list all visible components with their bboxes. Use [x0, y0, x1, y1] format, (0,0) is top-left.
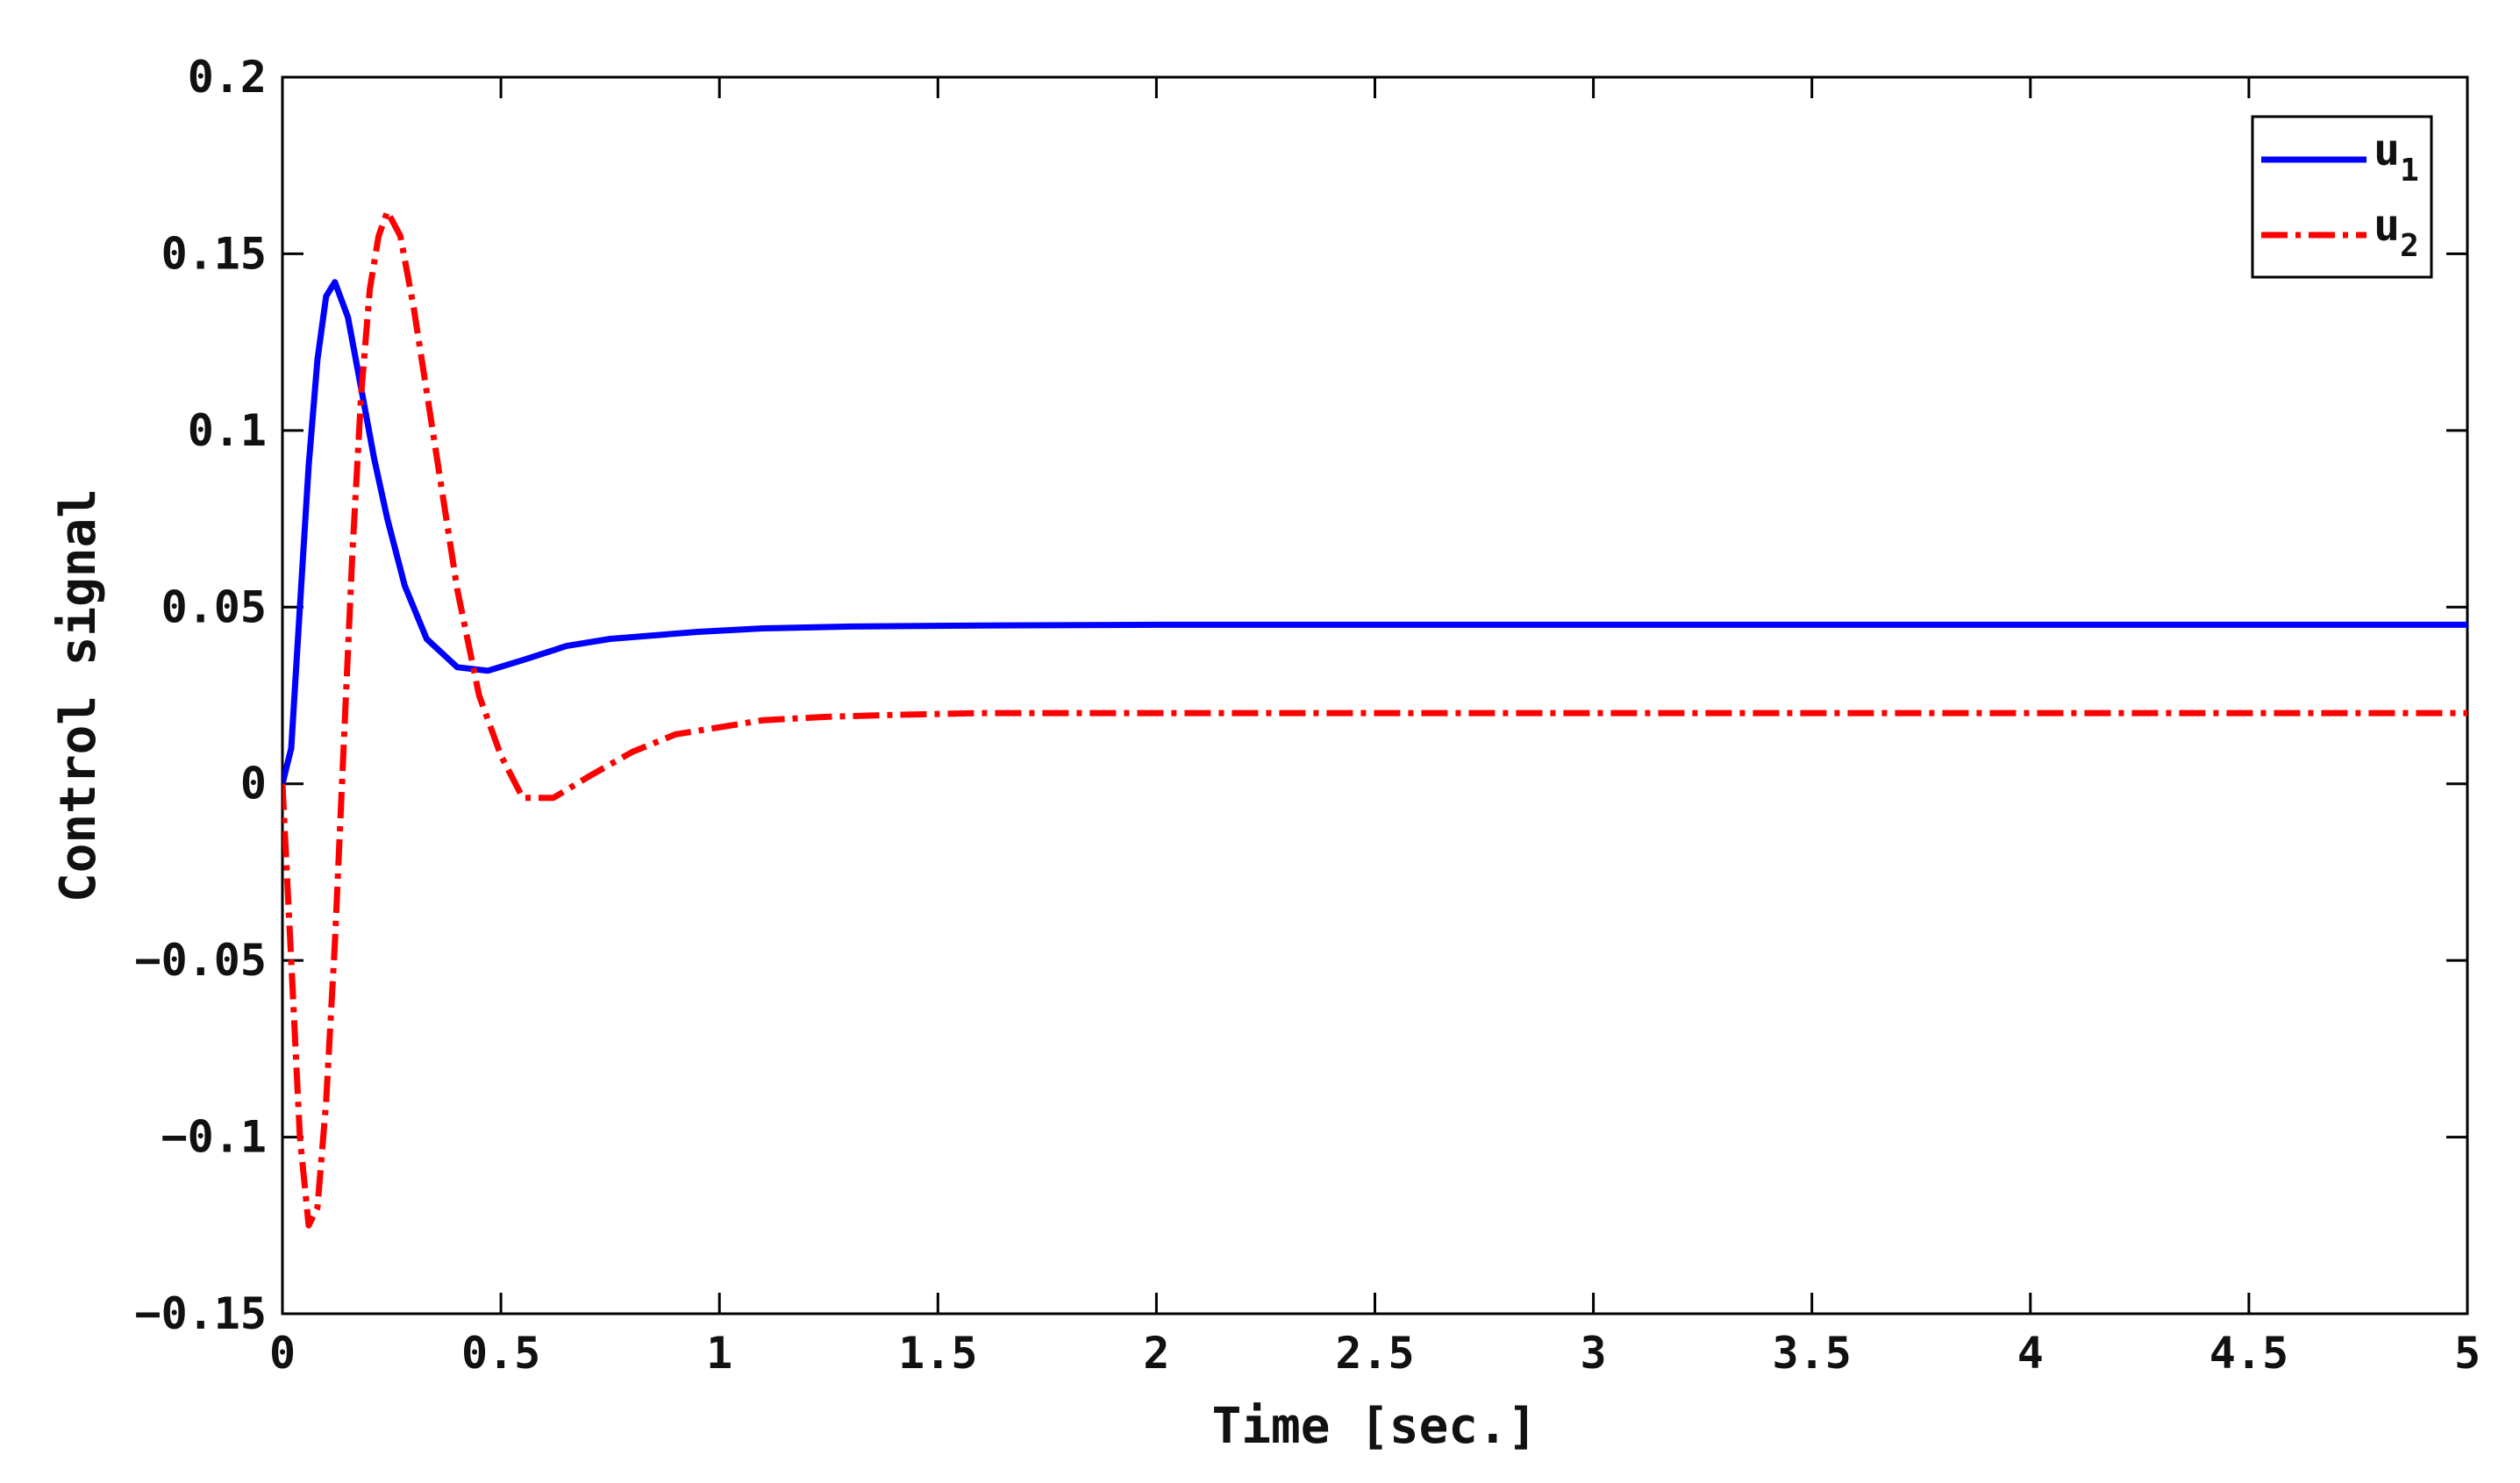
x-tick-label: 4.5 — [2209, 1328, 2288, 1379]
x-tick-label: 2.5 — [1335, 1328, 1414, 1379]
y-tick-label: −0.1 — [161, 1112, 267, 1163]
axis-ticks — [281, 75, 2469, 1315]
legend: u1 u2 — [2251, 115, 2433, 279]
y-tick-label: 0.05 — [161, 581, 267, 632]
y-tick-label: 0.2 — [188, 52, 267, 103]
y-tick-label: −0.05 — [134, 935, 267, 986]
legend-label-u1: u1 — [2374, 125, 2419, 189]
x-tick-label: 0 — [269, 1328, 296, 1379]
x-tick-label: 3 — [1581, 1328, 1607, 1379]
y-tick-label: −0.15 — [134, 1288, 267, 1339]
x-tick-label: 2 — [1143, 1328, 1169, 1379]
x-tick-label: 1 — [706, 1328, 732, 1379]
y-axis-label: Control signal — [50, 488, 107, 902]
y-tick-label: 0.15 — [161, 228, 267, 279]
x-tick-label: 3.5 — [1773, 1328, 1852, 1379]
legend-label-u2: u2 — [2374, 200, 2419, 264]
x-tick-label: 1.5 — [898, 1328, 977, 1379]
y-tick-label: 0.1 — [188, 405, 267, 456]
legend-box — [2251, 115, 2433, 279]
series-line-u2 — [282, 208, 2467, 1229]
x-tick-label: 5 — [2454, 1328, 2481, 1379]
series-lines — [282, 208, 2467, 1229]
x-tick-label: 0.5 — [461, 1328, 540, 1379]
series-line-u1 — [282, 279, 2467, 785]
x-axis-label: Time [sec.] — [1212, 1398, 1538, 1455]
y-tick-label: 0 — [240, 759, 267, 809]
tick-labels: 0 0.5 1 1.5 2 2.5 3 3.5 4 4.5 5 −0.15 −0.1 −0.05 0 0.05… — [134, 52, 2481, 1379]
plot-frame — [281, 75, 2469, 1315]
x-tick-label: 4 — [2017, 1328, 2044, 1379]
